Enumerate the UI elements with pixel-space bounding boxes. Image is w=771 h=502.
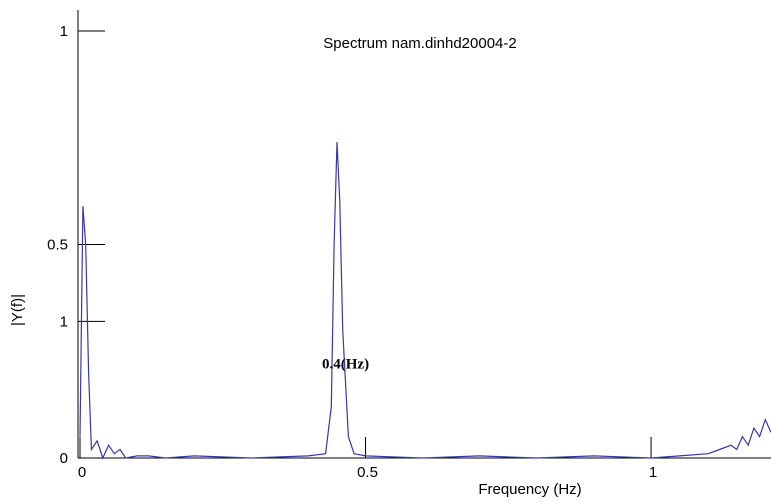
x-tick-label: 1 xyxy=(649,464,657,481)
x-tick-label: 0 xyxy=(78,464,86,481)
annotation: 0.4(Hz) xyxy=(322,356,369,372)
y-tick-label: 0 xyxy=(60,450,68,467)
y-axis-label: |Y(f)| xyxy=(9,294,26,326)
x-axis-label: Frequency (Hz) xyxy=(478,481,581,498)
y-tick-label: 0.5 xyxy=(47,237,68,254)
y-tick-label: 1 xyxy=(60,313,68,330)
y-tick-label: 1 xyxy=(60,23,68,40)
chart-title: Spectrum nam.dinhd20004-2 xyxy=(323,35,516,52)
spectrum-line xyxy=(79,141,771,460)
x-tick-label: 0.5 xyxy=(357,464,378,481)
